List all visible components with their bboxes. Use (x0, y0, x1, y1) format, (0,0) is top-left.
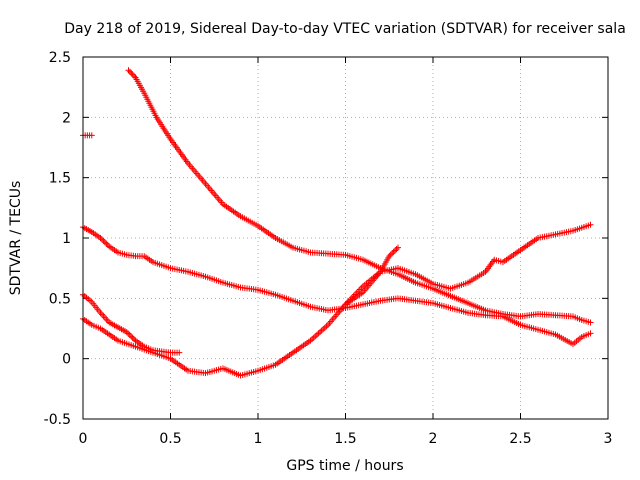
data-point (131, 73, 138, 80)
grid-lines (83, 57, 608, 419)
data-point (125, 67, 132, 74)
data-point (317, 329, 324, 336)
data-point (389, 250, 396, 257)
data-point (131, 336, 138, 343)
x-tick-label: 3 (604, 431, 613, 447)
y-tick-label: -0.5 (44, 412, 71, 428)
x-tick-label: 2.5 (509, 431, 531, 447)
data-point (129, 334, 136, 341)
data-point (103, 240, 110, 247)
x-tick-label: 0 (79, 431, 88, 447)
y-tick-label: 2.5 (49, 50, 71, 66)
data-point (392, 247, 399, 254)
plot-frame (82, 56, 609, 420)
x-tick-label: 1 (254, 431, 263, 447)
data-point (393, 246, 400, 253)
data-point (98, 236, 105, 243)
data-points (80, 67, 594, 379)
x-axis-title: GPS time / hours (286, 458, 403, 474)
data-point (587, 319, 594, 326)
series-track-f (342, 244, 401, 308)
data-point (126, 331, 133, 338)
data-point (125, 330, 132, 337)
x-tick-label: 2 (429, 431, 438, 447)
chart-title: Day 218 of 2019, Sidereal Day-to-day VTE… (64, 21, 626, 37)
series-track-c (80, 224, 594, 348)
data-point (104, 242, 111, 249)
data-point (176, 349, 183, 356)
data-point (313, 331, 320, 338)
data-point (100, 237, 107, 244)
data-point (587, 221, 594, 228)
y-tick-label: 0 (62, 352, 71, 368)
data-point (123, 329, 130, 336)
data-point (587, 330, 594, 337)
data-point (318, 327, 325, 334)
data-point (128, 70, 135, 77)
data-point (323, 323, 330, 330)
data-point (390, 248, 397, 255)
data-point (321, 324, 328, 331)
tick-labels: 0 0.5 1 1.5 2 2.5 3 -0.5 0 0.5 1 1.5 2 2.5 (44, 50, 613, 447)
data-point (320, 326, 327, 333)
data-point (312, 333, 319, 340)
x-tick-label: 1.5 (334, 431, 356, 447)
data-point (387, 251, 394, 258)
series-track-e (80, 221, 594, 379)
series-track-b (125, 67, 594, 326)
x-tick-label: 0.5 (159, 431, 181, 447)
data-point (310, 334, 317, 341)
data-point (128, 333, 135, 340)
data-point (386, 253, 393, 260)
y-tick-label: 2 (62, 110, 71, 126)
data-point (309, 336, 316, 343)
data-point (129, 71, 136, 78)
data-point (395, 244, 401, 251)
y-axis-title: SDTVAR / TECUs (8, 181, 24, 296)
y-tick-label: 1.5 (49, 171, 71, 187)
data-point (88, 132, 95, 139)
y-tick-label: 1 (62, 231, 71, 247)
data-point (97, 235, 104, 241)
data-point (101, 239, 108, 246)
data-point (126, 68, 133, 75)
y-tick-label: 0.5 (49, 291, 71, 307)
data-point (315, 330, 322, 337)
series-track-a (80, 132, 95, 139)
